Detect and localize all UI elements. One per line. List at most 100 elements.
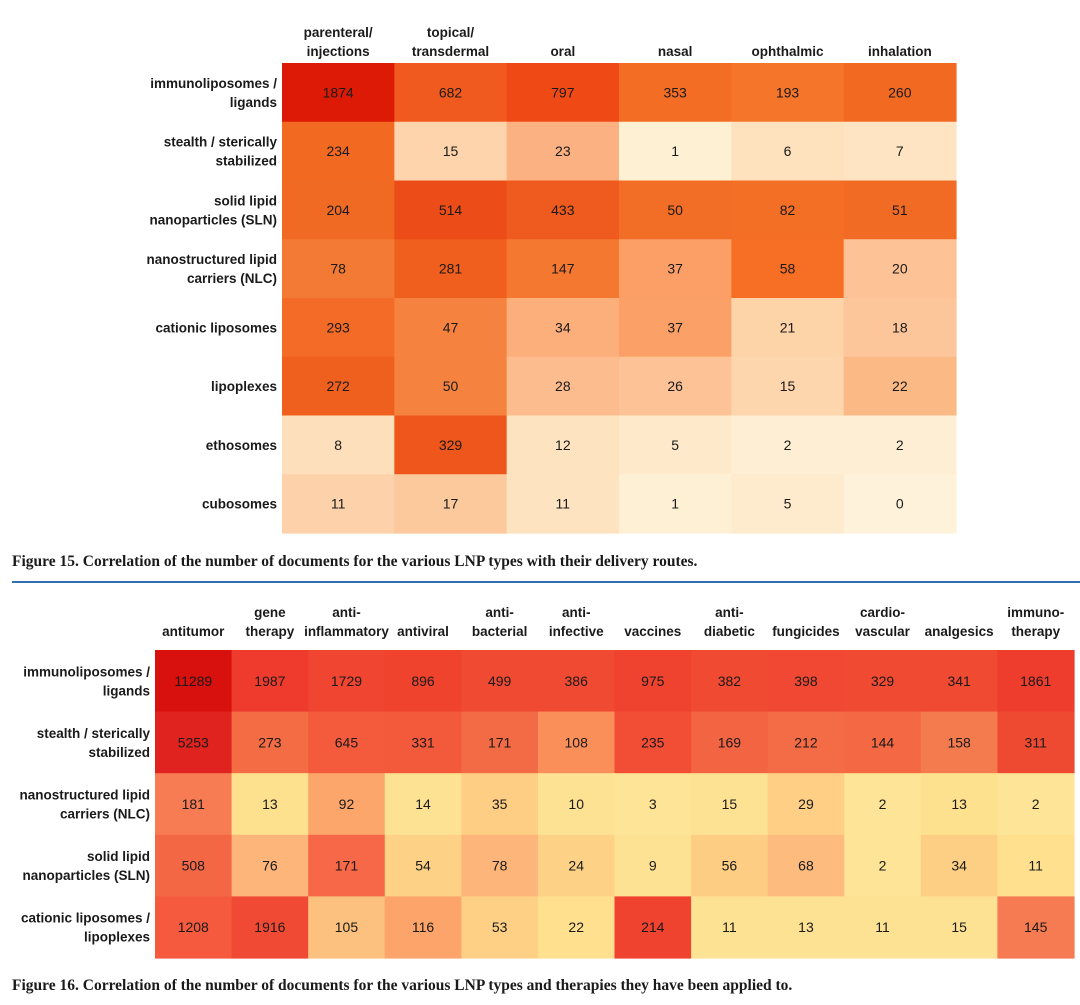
cell-value-label: 311 [1025, 734, 1048, 750]
heatmap-cell [731, 180, 845, 240]
heatmap-cell [767, 711, 845, 774]
cell-value-label: 145 [1024, 919, 1048, 935]
heatmap-cell [282, 298, 395, 358]
cell-value-label: 896 [411, 673, 435, 689]
row-label-nanostructured-lipid-carriers-nlc: nanostructured lipid [19, 788, 150, 803]
cell-value-label: 15 [951, 919, 967, 935]
cell-value-label: 23 [555, 143, 571, 159]
heatmap-cell [537, 773, 616, 836]
heatmap-cell [506, 180, 620, 240]
cell-value-label: 3 [649, 796, 657, 812]
heatmap-cell [155, 650, 233, 713]
heatmap-cell [767, 773, 845, 836]
cell-value-label: 11 [722, 919, 737, 935]
heatmap-cell [394, 298, 508, 358]
cell-value-label: 1874 [323, 84, 354, 100]
row-label-cationic-liposomes-lipoplexes: lipoplexes [84, 930, 150, 945]
cell-value-label: 53 [492, 919, 508, 935]
cell-value-label: 214 [641, 919, 665, 935]
heatmap-cell [231, 896, 309, 959]
cell-value-label: 508 [182, 858, 206, 874]
heatmap-cell [843, 63, 957, 123]
cell-value-label: 50 [667, 202, 683, 218]
heatmap-cell [997, 650, 1075, 713]
column-label-cardio-vascular: vascular [855, 624, 911, 639]
heatmap-cell [844, 650, 922, 713]
row-label-cationic-liposomes: cationic liposomes [155, 320, 277, 335]
column-label-antitumor: antitumor [162, 624, 225, 639]
heatmap-cell [731, 63, 845, 123]
heatmap-cell [394, 415, 508, 475]
cell-value-label: 329 [439, 437, 463, 453]
cell-value-label: 171 [335, 858, 359, 874]
cell-value-label: 11 [1028, 858, 1043, 874]
cell-value-label: 1729 [331, 673, 362, 689]
cell-value-label: 329 [871, 673, 895, 689]
row-label-immunoliposomes-ligands: ligands [103, 683, 150, 698]
row-label-lipoplexes: lipoplexes [211, 379, 277, 394]
heatmap-cell [461, 773, 539, 836]
cell-value-label: 22 [568, 919, 584, 935]
figure-16-caption: Figure 16. Correlation of the number of … [12, 977, 793, 994]
cell-value-label: 37 [667, 261, 683, 277]
cell-value-label: 499 [488, 673, 512, 689]
heatmap-cell [282, 356, 395, 417]
cell-value-label: 1 [671, 143, 679, 159]
heatmap-cell [619, 180, 732, 240]
heatmap-cell [691, 896, 769, 959]
heatmap-cell [619, 121, 732, 182]
heatmap-cell [844, 711, 922, 774]
cell-value-label: 293 [326, 319, 350, 335]
column-label-immuno-therapy: immuno- [1007, 605, 1064, 620]
heatmap-cell [282, 415, 395, 475]
cell-value-label: 171 [488, 734, 512, 750]
heatmap-cell [384, 773, 462, 836]
heatmap-cell [394, 239, 508, 299]
cell-value-label: 2 [879, 796, 887, 812]
heatmap-cell [843, 415, 957, 475]
heatmap-cell [155, 773, 233, 836]
heatmap-cell [394, 356, 508, 417]
heatmap-cell [619, 415, 732, 475]
row-label-nanostructured-lipid-carriers-nlc: nanostructured lipid [146, 252, 277, 267]
heatmap-delivery-routes: parenteral/injections topical/transdermal… [146, 25, 957, 534]
heatmap-cell [308, 650, 386, 713]
heatmap-cell [506, 298, 620, 358]
cell-value-label: 15 [780, 378, 796, 394]
heatmap-cell [308, 896, 386, 959]
column-label-vaccines: vaccines [624, 624, 681, 639]
heatmap-cell [619, 239, 732, 299]
cell-value-label: 158 [947, 734, 971, 750]
heatmap-cell [614, 773, 692, 836]
heatmap-cell [461, 896, 539, 959]
row-label-immunoliposomes-ligands: immunoliposomes / [23, 664, 150, 679]
heatmap-cell [394, 63, 508, 123]
row-label-cubosomes: cubosomes [202, 497, 277, 512]
row-label-nanostructured-lipid-carriers-nlc: carriers (NLC) [60, 807, 150, 822]
cell-value-label: 35 [492, 796, 508, 812]
heatmap-cell [691, 834, 769, 897]
heatmap-cell [844, 773, 922, 836]
cell-value-label: 58 [780, 261, 796, 277]
column-label-analgesics: analgesics [925, 624, 994, 639]
column-label-gene-therapy: therapy [245, 624, 294, 639]
cell-value-label: 105 [335, 919, 359, 935]
cell-value-label: 15 [443, 143, 459, 159]
cell-value-label: 2 [879, 858, 887, 874]
cell-value-label: 331 [411, 734, 435, 750]
cell-value-label: 1208 [178, 919, 209, 935]
cell-value-label: 147 [551, 261, 575, 277]
heatmap-cell [843, 356, 957, 417]
row-label-stealth-sterically-stabilized: stabilized [88, 745, 150, 760]
column-label-topical-transdermal: transdermal [412, 44, 489, 59]
row-label-cationic-liposomes-lipoplexes: cationic liposomes / [21, 911, 150, 926]
cell-value-label: 1 [671, 496, 679, 512]
heatmap-cell [506, 121, 620, 182]
column-label-oral: oral [550, 44, 575, 59]
cell-value-label: 433 [551, 202, 575, 218]
heatmap-cell [506, 415, 620, 475]
heatmap-cell [537, 896, 616, 959]
cell-value-label: 28 [555, 378, 571, 394]
cell-value-label: 386 [565, 673, 589, 689]
heatmap-cell [920, 773, 999, 836]
